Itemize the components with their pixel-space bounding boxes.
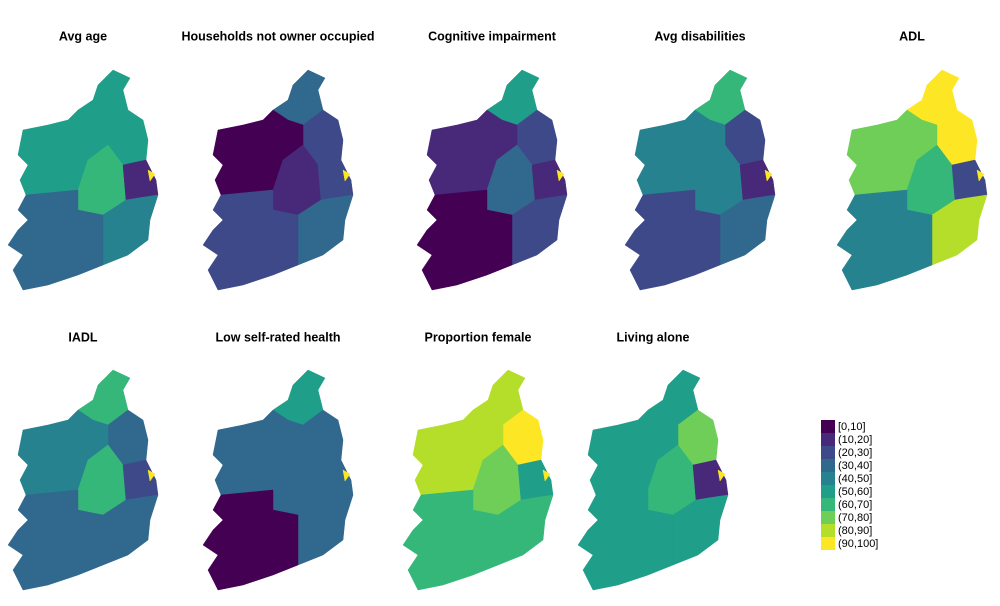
map <box>577 369 729 591</box>
region <box>342 169 351 182</box>
region <box>846 109 938 196</box>
legend-label: (80,90] <box>838 525 872 537</box>
region <box>517 459 554 501</box>
legend-label: [0,10] <box>838 421 866 433</box>
region <box>416 189 513 291</box>
region <box>976 169 985 182</box>
legend-label: (90,100] <box>838 538 878 550</box>
map-title: Low self-rated health <box>215 330 340 344</box>
region <box>717 469 726 482</box>
region <box>412 409 504 496</box>
legend-label: (20,30] <box>838 447 872 459</box>
region <box>836 189 933 291</box>
legend-label: (10,20] <box>838 434 872 446</box>
region <box>7 489 104 591</box>
map <box>7 69 159 291</box>
legend-swatch <box>821 459 835 472</box>
map-title: IADL <box>68 330 98 344</box>
legend-swatch <box>821 433 835 446</box>
region <box>122 159 159 201</box>
region <box>587 409 679 496</box>
region <box>426 109 518 196</box>
region <box>7 189 104 291</box>
region <box>542 469 551 482</box>
region <box>624 189 721 291</box>
map-title: Proportion female <box>425 330 532 344</box>
map-title: Avg age <box>59 29 107 43</box>
region <box>764 169 773 182</box>
map-title: Living alone <box>617 330 690 344</box>
region <box>634 109 726 196</box>
region <box>212 109 304 196</box>
legend-swatch <box>821 446 835 459</box>
region <box>531 159 568 201</box>
map <box>202 69 354 291</box>
map <box>7 369 159 591</box>
region <box>951 159 988 201</box>
map <box>624 69 776 291</box>
map <box>402 369 554 591</box>
legend-label: (70,80] <box>838 512 872 524</box>
map-title: Avg disabilities <box>654 29 745 43</box>
region <box>342 469 351 482</box>
legend-swatch <box>821 537 835 550</box>
region <box>577 489 674 591</box>
map <box>416 69 568 291</box>
legend-swatch <box>821 420 835 433</box>
region <box>122 459 159 501</box>
region <box>202 489 299 591</box>
region <box>402 489 499 591</box>
map <box>202 369 354 591</box>
region <box>147 469 156 482</box>
region <box>17 109 109 196</box>
legend-swatch <box>821 498 835 511</box>
map-title: ADL <box>899 29 925 43</box>
legend-swatch <box>821 511 835 524</box>
legend-swatch <box>821 485 835 498</box>
legend-label: (60,70] <box>838 499 872 511</box>
map-title: Households not owner occupied <box>181 29 374 43</box>
region <box>692 459 729 501</box>
region <box>317 459 354 501</box>
region <box>17 409 109 496</box>
region <box>317 159 354 201</box>
map-title: Cognitive impairment <box>428 29 557 43</box>
legend-swatch <box>821 472 835 485</box>
legend-label: (40,50] <box>838 473 872 485</box>
region <box>739 159 776 201</box>
region <box>202 189 299 291</box>
region <box>556 169 565 182</box>
region <box>212 409 304 496</box>
legend-swatch <box>821 524 835 537</box>
map <box>836 69 988 291</box>
legend-label: (50,60] <box>838 486 872 498</box>
legend-label: (30,40] <box>838 460 872 472</box>
region <box>147 169 156 182</box>
